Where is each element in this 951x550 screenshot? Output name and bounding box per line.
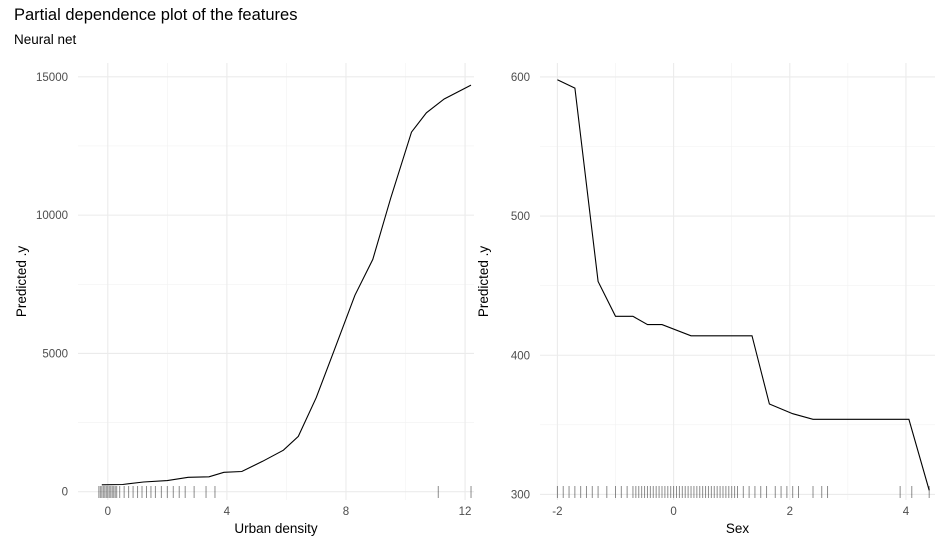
y-tick-label: 10000 bbox=[36, 210, 68, 222]
x-tick-label: 0 bbox=[670, 506, 676, 518]
x-axis-label: Sex bbox=[726, 521, 750, 536]
y-tick-label: 15000 bbox=[36, 72, 68, 84]
y-tick-label: 0 bbox=[62, 487, 68, 499]
y-tick-label: 5000 bbox=[42, 348, 68, 360]
x-tick-label: -2 bbox=[552, 506, 562, 518]
x-tick-label: 4 bbox=[224, 506, 231, 518]
y-tick-label: 600 bbox=[511, 72, 530, 84]
panel-1: 0 4 8 12 0 5000 10000 15000 Urban density Predict… bbox=[14, 63, 474, 536]
x-tick-label: 2 bbox=[787, 506, 793, 518]
x-tick-label: 8 bbox=[343, 506, 349, 518]
x-tick-label: 12 bbox=[459, 506, 472, 518]
y-tick-label: 500 bbox=[511, 211, 530, 223]
y-axis-label: Predicted .y bbox=[476, 246, 491, 318]
x-tick-label: 4 bbox=[903, 506, 910, 518]
x-axis-label: Urban density bbox=[234, 521, 318, 536]
panel-2: -2 0 2 4 300 400 500 600 Sex Predicted .y bbox=[476, 63, 935, 536]
y-axis-label: Predicted .y bbox=[14, 246, 29, 318]
y-tick-label: 400 bbox=[511, 350, 530, 362]
chart-subtitle: Neural net bbox=[14, 32, 77, 47]
chart-title: Partial dependence plot of the features bbox=[14, 6, 298, 24]
series-line bbox=[101, 84, 472, 486]
series-line bbox=[557, 79, 930, 491]
y-tick-label: 300 bbox=[511, 489, 530, 501]
x-tick-label: 0 bbox=[105, 506, 111, 518]
